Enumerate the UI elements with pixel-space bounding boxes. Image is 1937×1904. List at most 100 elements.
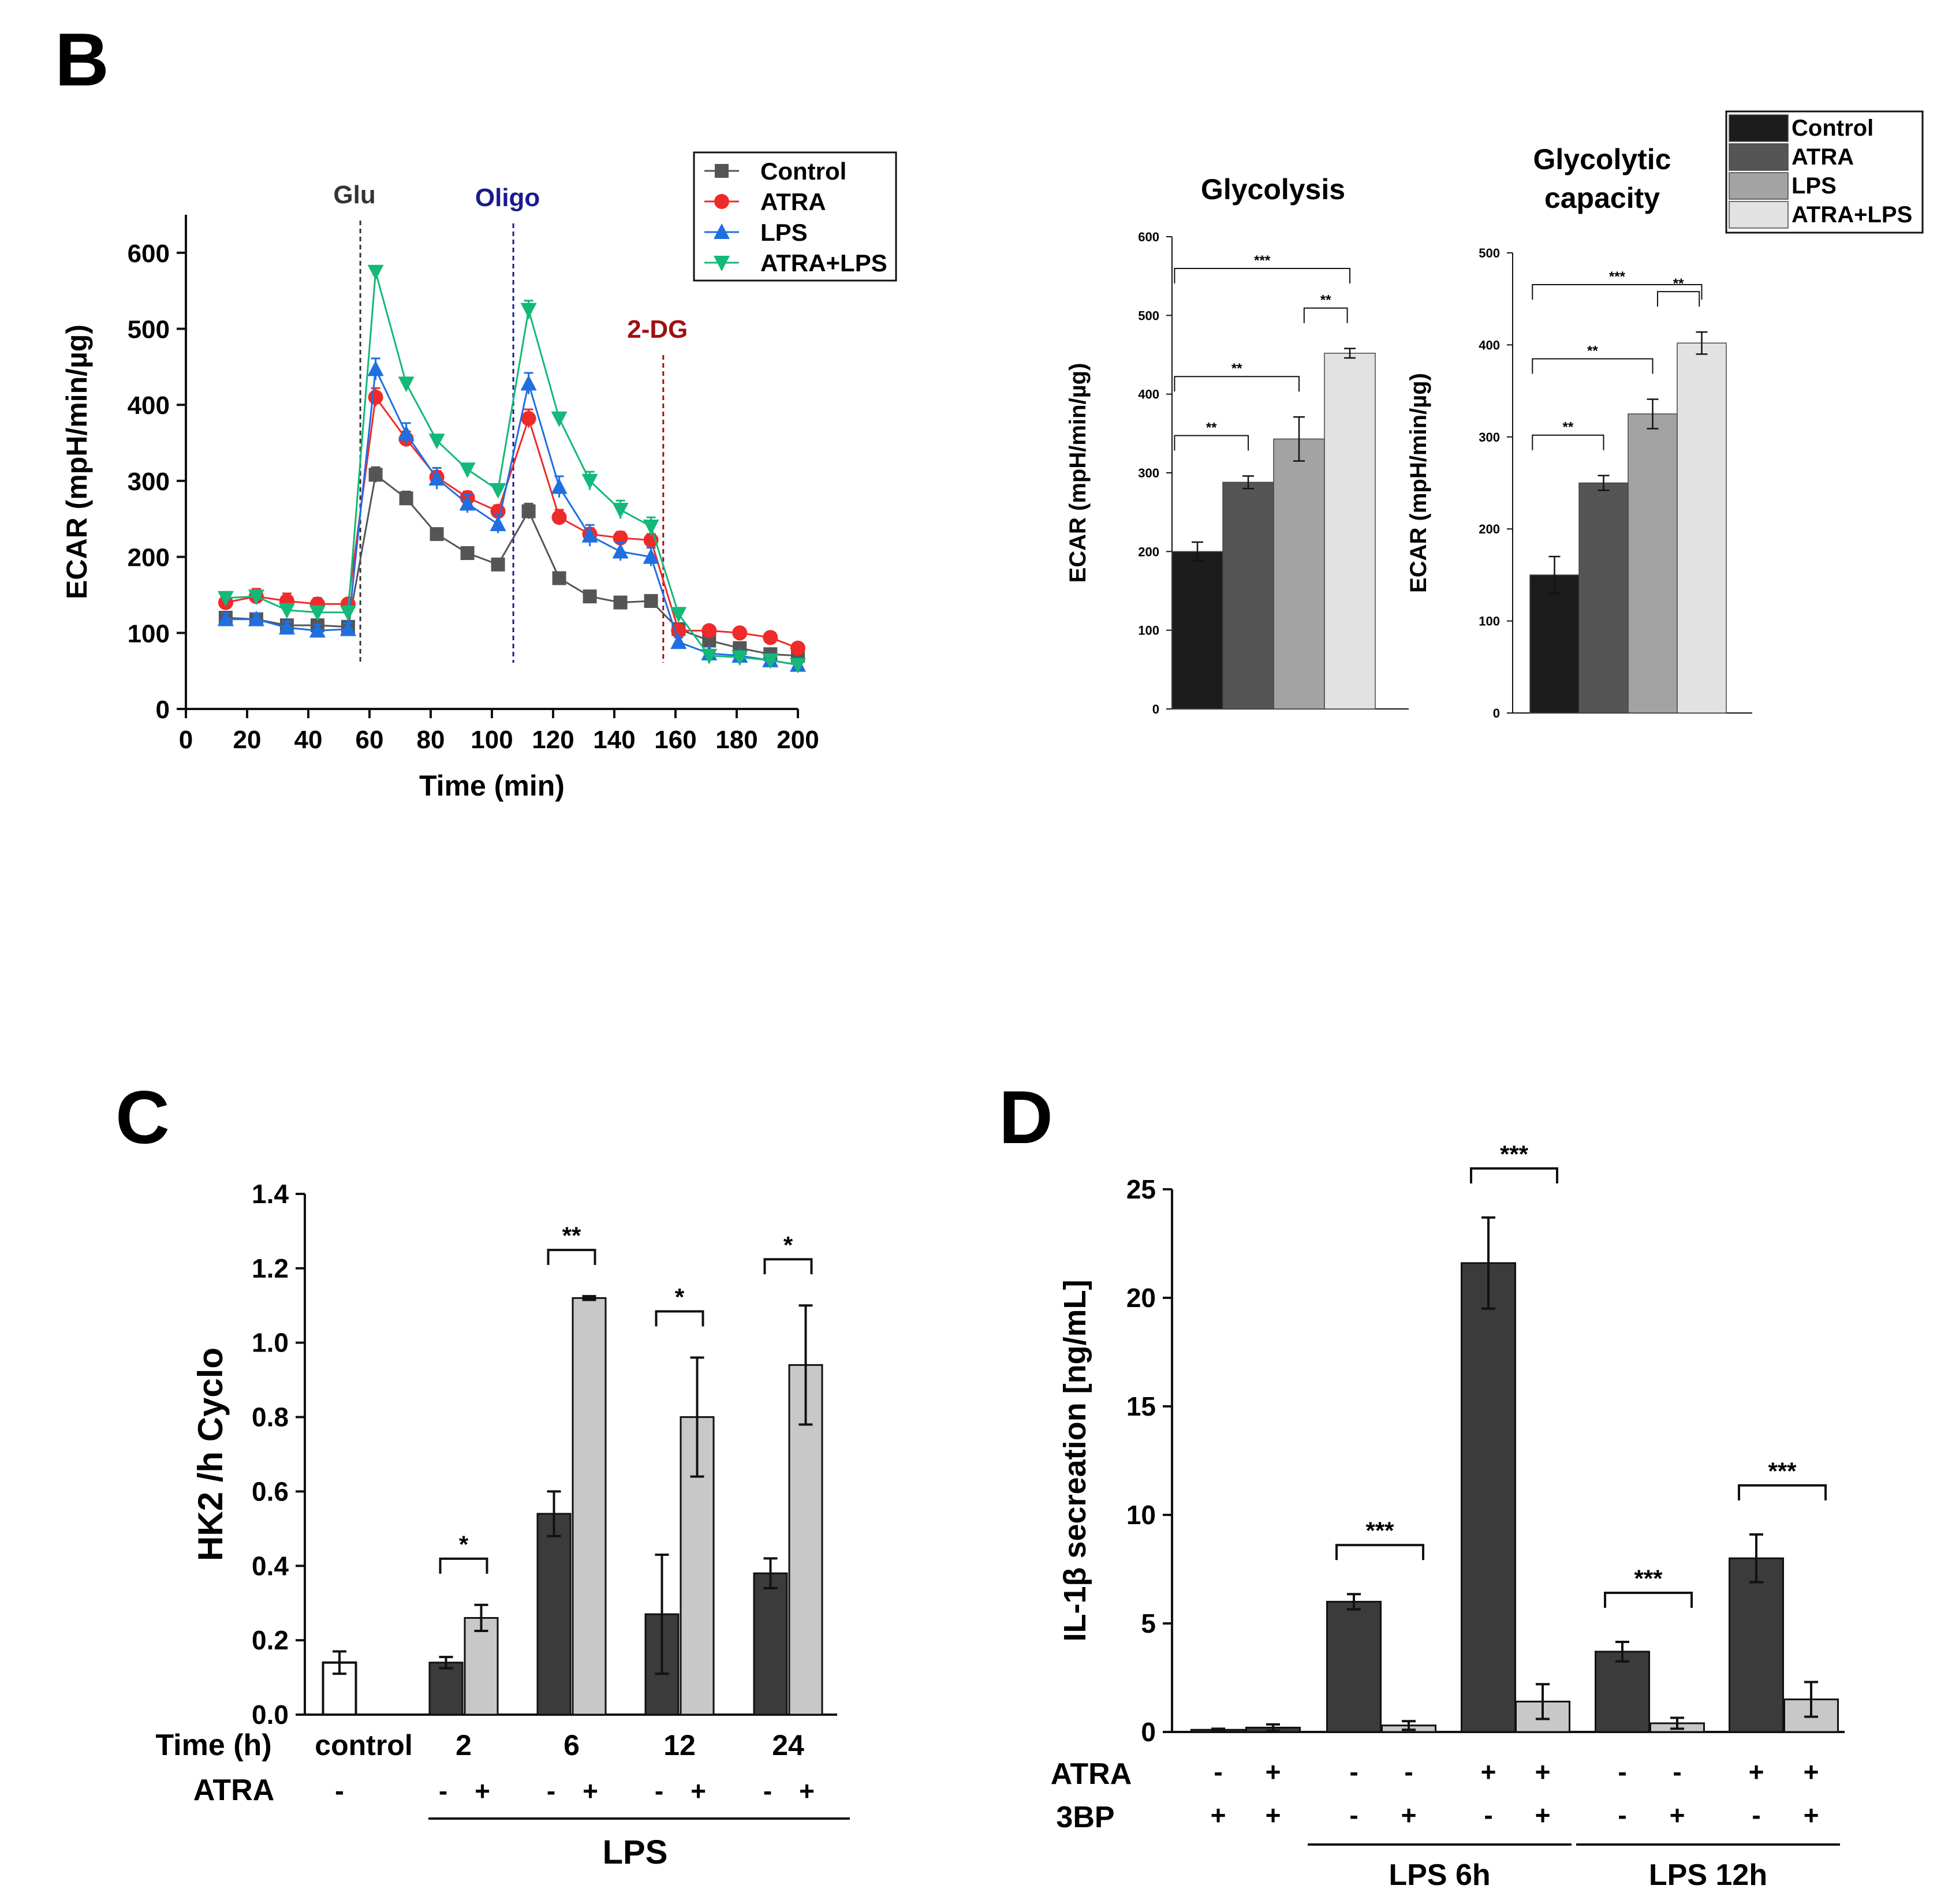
legend-label: Control bbox=[1792, 115, 1873, 141]
legend-marker bbox=[714, 256, 730, 271]
3bp-sign: - bbox=[1349, 1800, 1358, 1830]
annotation-glu: Glu bbox=[333, 181, 375, 209]
3bp-sign: + bbox=[1535, 1800, 1551, 1830]
data-point bbox=[790, 640, 805, 656]
significance-bracket bbox=[1657, 291, 1700, 307]
x-label-time: 24 bbox=[772, 1729, 804, 1761]
data-point bbox=[367, 264, 384, 281]
legend-swatch bbox=[1729, 201, 1789, 229]
3bp-sign: + bbox=[1266, 1800, 1281, 1830]
y-tick-label: 600 bbox=[1138, 230, 1159, 244]
data-point bbox=[732, 625, 748, 641]
data-point bbox=[643, 519, 659, 535]
x-tick-label: 60 bbox=[356, 726, 384, 754]
significance-bracket bbox=[1174, 376, 1300, 392]
panel-label-d: D bbox=[999, 1075, 1053, 1159]
significance-bracket-label: ** bbox=[1563, 420, 1574, 435]
atra-sign: + bbox=[475, 1776, 490, 1806]
3bp-sign: + bbox=[1211, 1800, 1226, 1830]
atra-sign: + bbox=[1266, 1757, 1281, 1787]
x-tick-label: 40 bbox=[294, 726, 323, 754]
y-tick-label: 1.0 bbox=[252, 1328, 289, 1358]
data-point bbox=[644, 593, 658, 608]
data-point bbox=[490, 515, 506, 531]
y-axis-title: ECAR (mpH/min/µg) bbox=[1406, 373, 1431, 593]
data-point bbox=[248, 610, 264, 626]
significance-bracket-label: ** bbox=[1587, 343, 1598, 359]
legend-label: LPS bbox=[760, 219, 808, 246]
3bp-sign: - bbox=[1618, 1800, 1626, 1830]
3bp-sign: + bbox=[1804, 1800, 1819, 1830]
bar-control bbox=[1529, 574, 1580, 714]
y-tick-label: 100 bbox=[128, 619, 170, 648]
y-tick-label: 200 bbox=[1479, 522, 1500, 536]
atra-sign: + bbox=[1535, 1757, 1551, 1787]
legend-marker bbox=[714, 223, 730, 239]
legend-label: Control bbox=[760, 158, 846, 185]
data-point bbox=[790, 658, 806, 674]
significance-bracket-label: * bbox=[783, 1231, 793, 1259]
atra-row-label: ATRA bbox=[1051, 1757, 1132, 1791]
x-label-time: 6 bbox=[563, 1729, 580, 1761]
significance-bracket bbox=[439, 1557, 488, 1574]
data-point bbox=[491, 557, 505, 572]
data-point bbox=[217, 610, 234, 626]
atra-row-label: ATRA bbox=[193, 1774, 275, 1807]
y-tick-label: 1.4 bbox=[252, 1179, 289, 1209]
3bp-sign: - bbox=[1484, 1800, 1492, 1830]
chart-title-line: Glycolytic bbox=[1533, 143, 1671, 176]
data-point bbox=[731, 650, 748, 666]
data-point bbox=[398, 376, 415, 393]
legend-marker bbox=[714, 194, 729, 209]
hk2-bar-chart: 0.0 0.2 0.4 0.6 0.8 1.0 1.2 1.4 HK2 /h Cyclo cont… bbox=[155, 1179, 850, 1871]
significance-bracket bbox=[1604, 1591, 1693, 1608]
bar-lps bbox=[428, 1662, 464, 1716]
y-tick-label: 500 bbox=[1479, 246, 1500, 260]
legend-swatch bbox=[1729, 114, 1789, 142]
panel-label-c: C bbox=[115, 1075, 170, 1159]
x-tick-label: 160 bbox=[654, 726, 696, 754]
data-point bbox=[613, 595, 628, 610]
x-axis-title: Time (min) bbox=[419, 770, 565, 802]
annotation-oligo: Oligo bbox=[475, 184, 540, 212]
y-tick-label: 15 bbox=[1126, 1391, 1156, 1421]
significance-bracket-label: * bbox=[675, 1283, 685, 1311]
significance-bracket-label: * bbox=[459, 1530, 469, 1558]
y-tick-label: 100 bbox=[1138, 624, 1159, 638]
data-point bbox=[551, 510, 567, 525]
x-tick-label: 80 bbox=[417, 726, 445, 754]
ecar-line-chart: 0 100 200 300 400 500 600 0 20 40 60 80 100 120 140 160… bbox=[61, 151, 897, 802]
atra-sign: - bbox=[1214, 1757, 1222, 1787]
data-point bbox=[459, 495, 476, 511]
bar-lps-atra bbox=[572, 1297, 607, 1716]
group-label: LPS 12h bbox=[1649, 1858, 1767, 1892]
data-point bbox=[643, 548, 659, 564]
y-tick-label: 0 bbox=[1493, 706, 1500, 720]
y-tick-label: 0.0 bbox=[252, 1700, 289, 1730]
significance-bracket-label: ** bbox=[1320, 293, 1331, 308]
significance-bracket-label: ** bbox=[562, 1222, 581, 1249]
atra-sign: + bbox=[691, 1776, 706, 1806]
data-point bbox=[552, 571, 566, 585]
significance-bracket bbox=[1174, 435, 1249, 451]
legend-label: ATRA+LPS bbox=[1792, 202, 1912, 227]
atra-sign: - bbox=[1404, 1757, 1413, 1787]
data-point bbox=[701, 648, 718, 664]
y-tick-label: 400 bbox=[1138, 387, 1159, 402]
x-tick-label: 120 bbox=[532, 726, 574, 754]
data-point bbox=[309, 605, 326, 621]
significance-bracket bbox=[655, 1310, 704, 1327]
x-tick-label: 100 bbox=[471, 726, 513, 754]
bar-atra-lps bbox=[1324, 353, 1376, 710]
bar-lps bbox=[753, 1572, 788, 1716]
atra-sign: - bbox=[439, 1776, 447, 1806]
y-tick-label: 500 bbox=[128, 316, 170, 344]
bar-atra bbox=[1578, 482, 1629, 714]
y-tick-label: 0 bbox=[156, 696, 170, 724]
il1b-bar-chart: 0 5 10 15 20 25 IL-1β secreation [ng/mL] - + + + - -… bbox=[1051, 1140, 1845, 1892]
legend-label: ATRA+LPS bbox=[760, 249, 887, 277]
data-point bbox=[459, 462, 476, 479]
data-point bbox=[520, 303, 537, 319]
atra-sign: - bbox=[1349, 1757, 1358, 1787]
